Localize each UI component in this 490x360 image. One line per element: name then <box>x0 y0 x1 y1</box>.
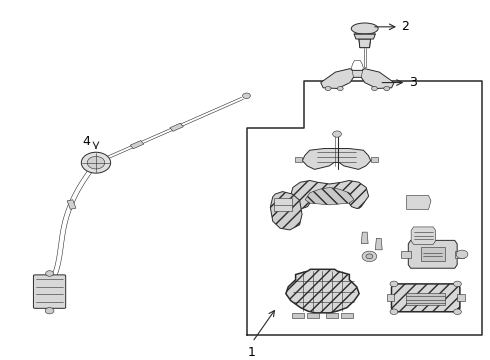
Polygon shape <box>270 192 302 230</box>
Polygon shape <box>286 269 359 313</box>
Polygon shape <box>411 227 436 244</box>
Circle shape <box>454 281 462 287</box>
Circle shape <box>384 86 390 91</box>
Text: 3: 3 <box>409 76 416 89</box>
Circle shape <box>325 86 331 91</box>
Circle shape <box>390 281 398 287</box>
Bar <box>420 247 445 261</box>
Circle shape <box>81 152 111 173</box>
Polygon shape <box>295 157 302 162</box>
Polygon shape <box>401 251 411 258</box>
Polygon shape <box>326 313 338 318</box>
Circle shape <box>46 271 53 276</box>
Circle shape <box>337 86 343 91</box>
Bar <box>406 293 445 305</box>
Polygon shape <box>170 123 183 131</box>
Circle shape <box>45 307 54 314</box>
Polygon shape <box>274 198 293 211</box>
Circle shape <box>456 250 468 258</box>
Text: 1: 1 <box>247 346 255 359</box>
Polygon shape <box>458 294 465 301</box>
Circle shape <box>87 157 105 169</box>
Polygon shape <box>307 313 318 318</box>
Polygon shape <box>371 157 378 162</box>
Polygon shape <box>408 240 457 268</box>
FancyBboxPatch shape <box>33 275 66 308</box>
Polygon shape <box>305 188 354 205</box>
Polygon shape <box>407 195 431 210</box>
Polygon shape <box>375 238 382 250</box>
Polygon shape <box>455 251 465 258</box>
Circle shape <box>366 254 373 259</box>
Polygon shape <box>341 313 353 318</box>
Circle shape <box>333 131 342 137</box>
Circle shape <box>371 86 377 91</box>
Circle shape <box>362 251 377 262</box>
Polygon shape <box>387 294 394 301</box>
Ellipse shape <box>351 23 378 34</box>
Circle shape <box>243 93 250 99</box>
Text: 2: 2 <box>401 20 409 33</box>
Circle shape <box>454 309 462 315</box>
Polygon shape <box>292 313 304 318</box>
Text: 4: 4 <box>82 135 90 148</box>
Circle shape <box>390 309 398 315</box>
Polygon shape <box>361 232 368 244</box>
Polygon shape <box>67 200 76 209</box>
Polygon shape <box>359 39 370 48</box>
Polygon shape <box>130 141 144 149</box>
Polygon shape <box>392 284 460 312</box>
Polygon shape <box>354 34 375 39</box>
Polygon shape <box>321 69 394 89</box>
Polygon shape <box>291 180 368 208</box>
Polygon shape <box>302 148 371 170</box>
